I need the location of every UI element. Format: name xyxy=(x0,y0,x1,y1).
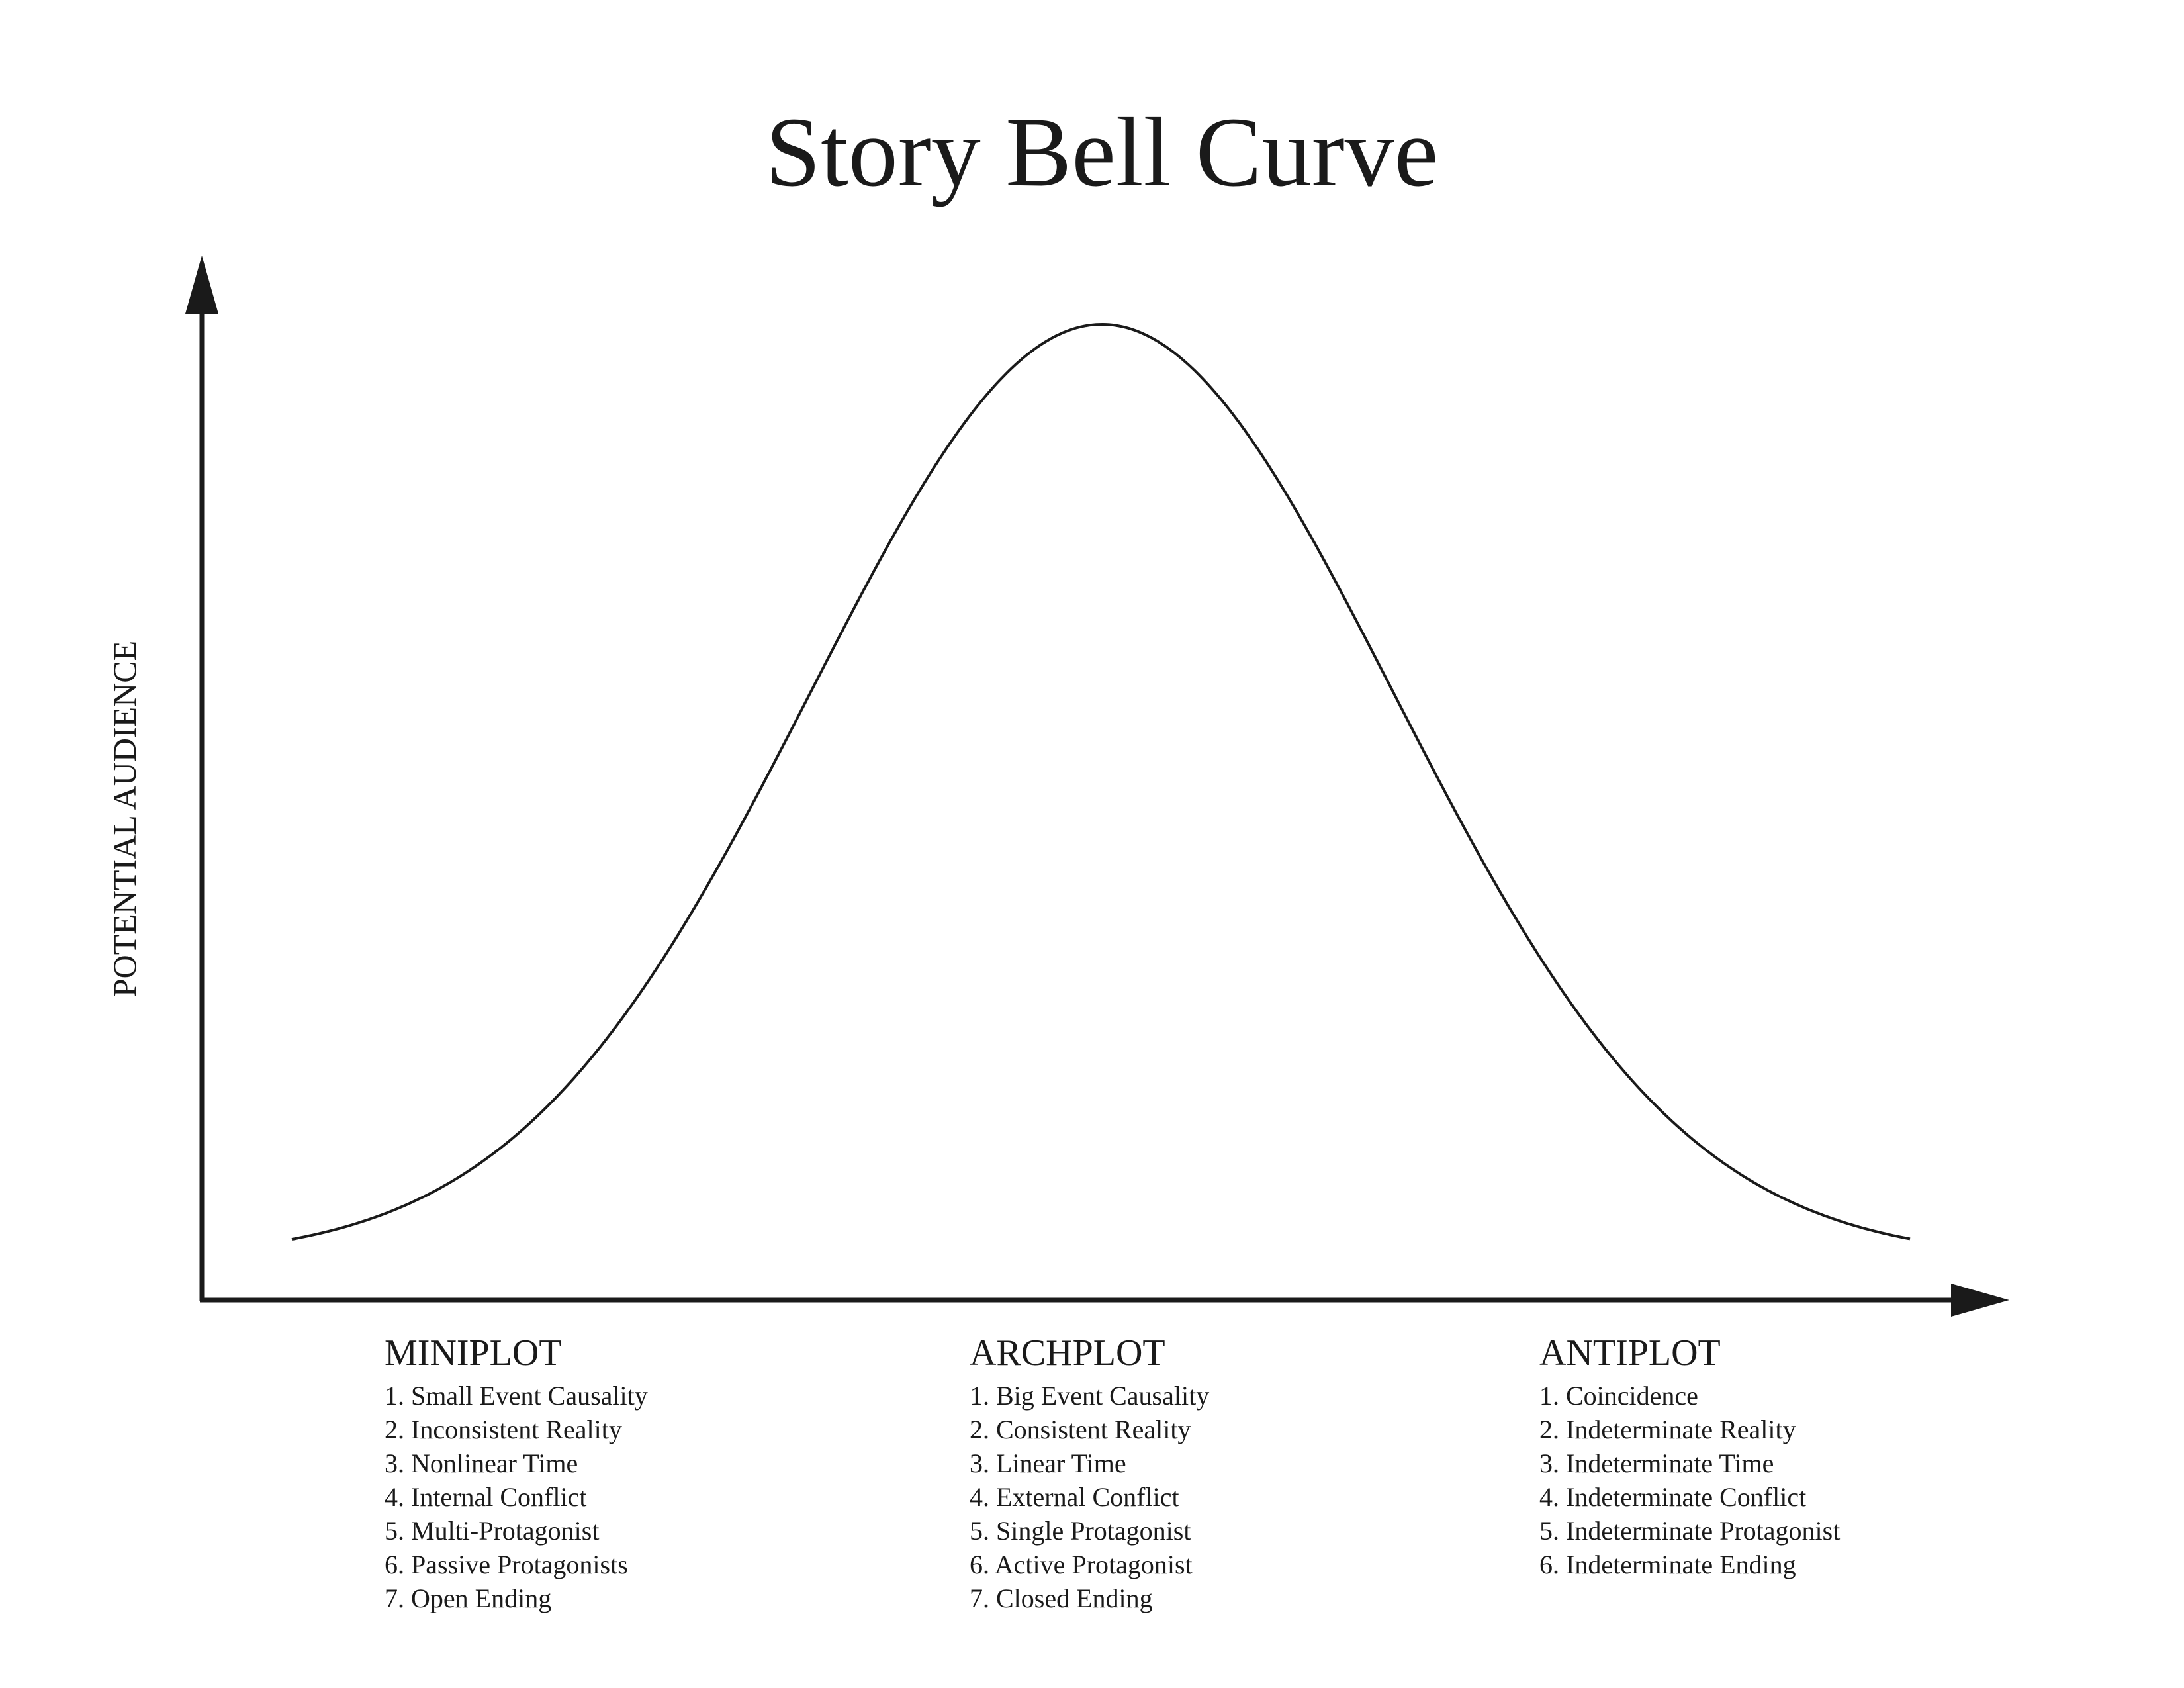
list-item: 6. Indeterminate Ending xyxy=(1539,1550,1796,1579)
x-axis-arrow xyxy=(1951,1284,2009,1317)
y-axis-arrow xyxy=(185,256,218,314)
list-item: 4. Internal Conflict xyxy=(385,1482,586,1512)
bell-curve xyxy=(291,322,1911,1241)
column-heading: MINIPLOT xyxy=(385,1333,562,1374)
list-item: 2. Indeterminate Reality xyxy=(1539,1415,1796,1444)
list-item: 5. Single Protagonist xyxy=(970,1516,1191,1546)
list-item: 7. Closed Ending xyxy=(970,1583,1153,1613)
column-heading: ANTIPLOT xyxy=(1539,1333,1721,1374)
list-item: 4. Indeterminate Conflict xyxy=(1539,1482,1806,1512)
list-item: 6. Passive Protagonists xyxy=(385,1550,628,1579)
list-item: 4. External Conflict xyxy=(970,1482,1179,1512)
list-item: 1. Big Event Causality xyxy=(970,1381,1209,1411)
list-item: 2. Consistent Reality xyxy=(970,1415,1191,1444)
y-axis-label: POTENTIAL AUDIENCE xyxy=(106,641,143,997)
title: Story Bell Curve xyxy=(766,97,1439,207)
list-item: 3. Indeterminate Time xyxy=(1539,1448,1774,1478)
list-item: 3. Nonlinear Time xyxy=(385,1448,578,1478)
list-item: 5. Multi-Protagonist xyxy=(385,1516,599,1546)
list-item: 5. Indeterminate Protagonist xyxy=(1539,1516,1840,1546)
list-item: 2. Inconsistent Reality xyxy=(385,1415,622,1444)
list-item: 1. Coincidence xyxy=(1539,1381,1698,1411)
list-item: 3. Linear Time xyxy=(970,1448,1126,1478)
list-item: 7. Open Ending xyxy=(385,1583,551,1613)
list-item: 1. Small Event Causality xyxy=(385,1381,648,1411)
list-item: 6. Active Protagonist xyxy=(970,1550,1193,1579)
column-heading: ARCHPLOT xyxy=(970,1333,1165,1374)
